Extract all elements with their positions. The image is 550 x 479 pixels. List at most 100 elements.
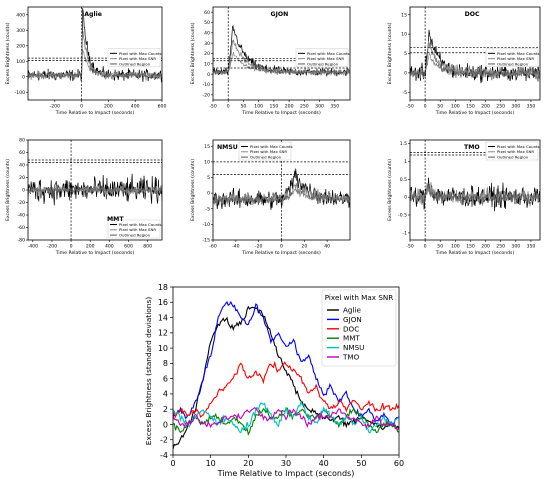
- x-tick-label: 350: [330, 104, 339, 110]
- x-tick-label: -50: [406, 244, 414, 250]
- y-tick-label: 50: [204, 20, 210, 26]
- x-tick-label: 20: [243, 459, 253, 468]
- y-tick-label: -10: [202, 82, 210, 88]
- x-tick-label: 150: [269, 104, 278, 110]
- panel-title: TMO: [464, 144, 480, 151]
- series-outlined-region: [28, 186, 162, 194]
- x-axis-label: Time Relative to Impact (seconds): [435, 250, 515, 256]
- series-outlined-region: [410, 53, 540, 78]
- series-nmsu: [173, 400, 399, 434]
- series-max-snr: [213, 39, 350, 77]
- panel-tmo: -50 0 50 100 150 200 250 300 350 -1 -0.5 0 0.5 1 1.5 Ti…: [387, 139, 541, 256]
- series-doc: [173, 360, 399, 419]
- legend-label: Outlined Region: [497, 155, 529, 160]
- y-tick-label: 18: [158, 283, 168, 292]
- x-tick-label: -50: [209, 104, 217, 110]
- x-tick-label: 100: [451, 104, 460, 110]
- panel-nmsu: -60 -40 -20 0 20 40 -15 -10 -5 0 5 10 15 Time Relativ…: [190, 139, 351, 256]
- legend-label: Pixel with Max Counts: [497, 51, 540, 56]
- legend-label: Pixel with Max SNR: [119, 227, 156, 232]
- y-tick-label: 15: [204, 144, 210, 150]
- x-tick-label: 50: [356, 459, 366, 468]
- x-tick-label: -200: [47, 244, 58, 250]
- x-tick-label: 200: [104, 104, 113, 110]
- legend-label: Outlined Region: [497, 61, 529, 66]
- y-tick-label: -5: [402, 90, 407, 96]
- plot-area: [28, 173, 162, 206]
- panel-snr-comparison: 0 10 20 30 40 50 60 -4 -2 0 2 4 6 8 10 12 14 16 18 Time Rel…: [144, 283, 404, 478]
- y-tick-label: 200: [16, 43, 25, 49]
- x-tick-label: 200: [86, 244, 95, 250]
- series-max-counts: [213, 24, 350, 78]
- x-tick-label: 50: [241, 104, 247, 110]
- legend-label: Pixel with Max Counts: [119, 222, 162, 227]
- legend-label: NMSU: [343, 343, 364, 352]
- y-tick-label: -20: [17, 200, 25, 206]
- x-tick-label: 60: [394, 459, 404, 468]
- y-tick-label: 10: [204, 61, 210, 67]
- x-tick-label: 0: [170, 459, 175, 468]
- x-axis-label: Time Relative to Impact (seconds): [55, 110, 135, 116]
- y-tick-label: 6: [163, 374, 168, 383]
- series-outlined-region: [28, 48, 162, 79]
- y-axis-label: Excess Brightness (counts): [387, 22, 393, 84]
- x-tick-label: 300: [511, 244, 520, 250]
- y-tick-label: 8: [163, 359, 168, 368]
- series-max-counts: [410, 177, 540, 212]
- y-tick-label: 40: [19, 163, 25, 169]
- legend-box: [485, 48, 539, 68]
- y-tick-label: 4: [163, 390, 168, 399]
- y-tick-label: 5: [207, 175, 210, 181]
- axes-frame: [27, 6, 163, 101]
- x-tick-label: 400: [105, 244, 114, 250]
- y-tick-label: 10: [204, 159, 210, 165]
- x-tick-label: 0: [280, 244, 283, 250]
- plot-area: [28, 8, 162, 83]
- legend-box: [485, 141, 539, 161]
- x-tick-label: 300: [511, 104, 520, 110]
- y-tick-label: 60: [19, 150, 25, 156]
- x-tick-label: 250: [496, 244, 505, 250]
- legend-label: Pixel with Max Counts: [119, 51, 162, 56]
- y-tick-label: -20: [202, 92, 210, 98]
- panel-title: Aglie: [84, 11, 102, 18]
- y-tick-label: 1: [404, 159, 407, 165]
- y-axis-label: Excess Brightness (standard deviations): [144, 297, 153, 446]
- x-tick-label: -60: [209, 244, 217, 250]
- legend-label: GJON: [343, 315, 362, 324]
- y-tick-label: -1: [402, 230, 407, 236]
- x-tick-label: 0: [70, 244, 73, 250]
- y-tick-label: 10: [401, 32, 407, 38]
- legend-box: [295, 48, 349, 68]
- panel-title: MMT: [107, 216, 124, 223]
- panel-title: GJON: [271, 11, 289, 18]
- x-tick-label: 30: [281, 459, 291, 468]
- x-tick-label: -50: [406, 104, 414, 110]
- plot-area: [173, 300, 399, 450]
- x-tick-label: 600: [124, 244, 133, 250]
- x-tick-label: 600: [158, 104, 167, 110]
- y-tick-label: -10: [202, 222, 210, 228]
- y-axis-label: Excess Brightness (counts): [5, 22, 11, 84]
- panel-gjon: -50 0 50 100 150 200 250 300 350 -20 -10 0 10 20 30 40 5…: [190, 6, 351, 116]
- y-tick-label: -2: [160, 436, 168, 445]
- series-mmt: [173, 407, 399, 436]
- series-gjon: [173, 300, 399, 426]
- legend-label: Pixel with Max SNR: [497, 56, 534, 61]
- x-tick-label: 100: [254, 104, 263, 110]
- x-tick-label: 250: [496, 104, 505, 110]
- y-tick-label: 12: [158, 329, 168, 338]
- legend-label: TMO: [342, 353, 360, 362]
- x-tick-label: 10: [206, 459, 216, 468]
- plot-area: [410, 177, 540, 212]
- legend-label: Pixel with Max SNR: [119, 56, 156, 61]
- x-tick-label: 0: [227, 104, 230, 110]
- legend-label: Aglie: [343, 306, 361, 315]
- x-tick-label: 350: [527, 244, 536, 250]
- x-tick-label: 50: [437, 104, 443, 110]
- legend-label: Pixel with Max Counts: [250, 144, 293, 149]
- y-tick-label: 2: [163, 405, 168, 414]
- panel-title: DOC: [465, 11, 480, 18]
